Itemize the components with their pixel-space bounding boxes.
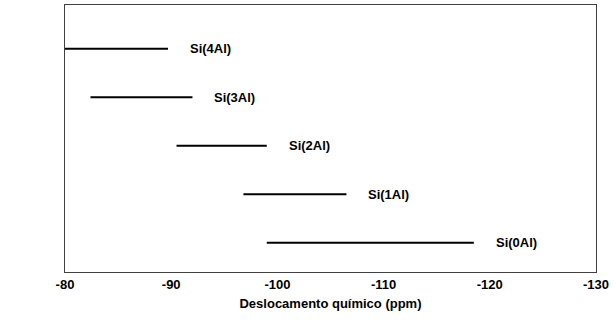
svg-text:-80: -80: [56, 277, 75, 292]
svg-text:Deslocamento químico (ppm): Deslocamento químico (ppm): [239, 296, 421, 311]
svg-text:Si(1Al): Si(1Al): [368, 187, 409, 202]
svg-text:Si(3Al): Si(3Al): [214, 90, 255, 105]
svg-text:Si(0Al): Si(0Al): [496, 235, 537, 250]
svg-text:-130: -130: [583, 277, 609, 292]
svg-text:-90: -90: [162, 277, 181, 292]
svg-text:-100: -100: [264, 277, 290, 292]
svg-text:Si(2Al): Si(2Al): [289, 138, 330, 153]
svg-text:Si(4Al): Si(4Al): [190, 41, 231, 56]
svg-text:-110: -110: [371, 277, 396, 292]
svg-text:-120: -120: [477, 277, 503, 292]
